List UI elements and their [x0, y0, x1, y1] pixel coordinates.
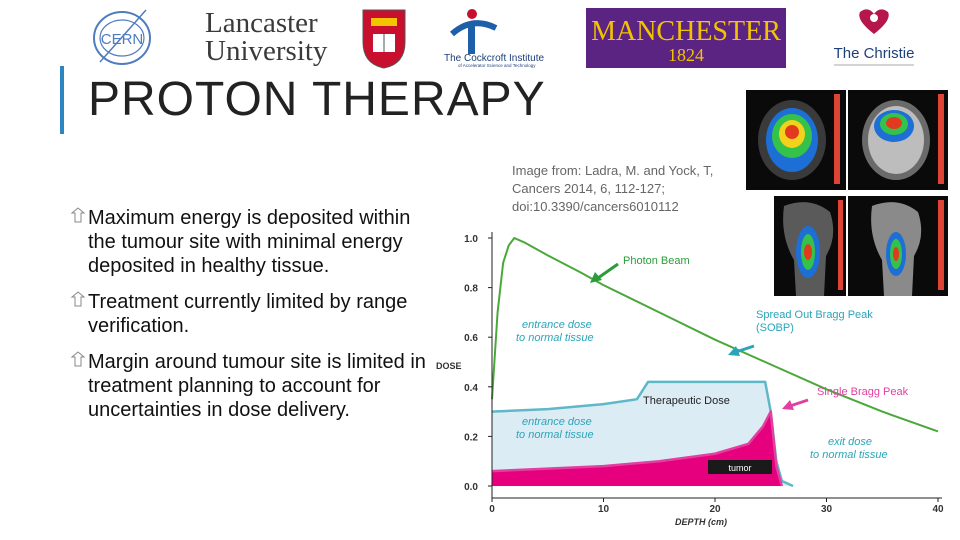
image-credit-caption: Image from: Ladra, M. and Yock, T, Cance…	[512, 163, 714, 214]
bullet-marker-icon	[70, 207, 86, 223]
manchester-logo: MANCHESTER 1824	[586, 8, 786, 68]
x-tick-label: 40	[932, 504, 944, 515]
sobp-label-line2: (SOBP)	[756, 322, 794, 334]
sagittal-scan-proton-image	[848, 196, 948, 296]
cern-logo-text: CERN	[101, 31, 144, 48]
y-tick-label: 0.6	[464, 333, 478, 344]
entrance-dose-upper-line2: to normal tissue	[516, 332, 594, 344]
sobp-arrow-icon	[728, 344, 755, 356]
lancaster-logo-line1: Lancaster	[205, 7, 318, 39]
christie-logo-text: The Christie	[834, 45, 915, 62]
cockcroft-institute-logo: The Cockcroft Institute of Accelerator S…	[444, 9, 544, 68]
bullet-item: Maximum energy is deposited within the t…	[70, 206, 434, 278]
sobp-label-line1: Spread Out Bragg Peak	[756, 309, 873, 321]
bullet-item: Margin around tumour site is limited in …	[70, 350, 434, 422]
x-tick-label: 20	[709, 504, 721, 515]
x-tick-label: 30	[821, 504, 833, 515]
bullet-item: Treatment currently limited by range ver…	[70, 290, 434, 338]
single-bragg-label: Single Bragg Peak	[817, 386, 909, 398]
x-tick-label: 0	[489, 504, 495, 515]
x-axis-title: DEPTH (cm)	[675, 517, 727, 527]
tumor-region	[708, 460, 772, 474]
cockcroft-logo-line2: of Accelerator Science and Technology	[458, 63, 536, 68]
photon-arrow-icon	[590, 262, 619, 283]
sobp-line	[491, 380, 794, 488]
y-tick-label: 1.0	[464, 234, 478, 245]
ct-scan-proton-image	[848, 90, 948, 190]
entrance-dose-lower-line2: to normal tissue	[516, 429, 594, 441]
bullet-text: Treatment currently limited by range ver…	[88, 291, 408, 337]
single-bragg-line	[491, 410, 784, 487]
cockcroft-dot-icon	[467, 9, 477, 19]
the-christie-logo: The Christie	[834, 9, 915, 66]
therapeutic-dose-label: Therapeutic Dose	[643, 395, 730, 407]
entrance-dose-upper-line1: entrance dose	[522, 319, 592, 331]
bullet-marker-icon	[70, 291, 86, 307]
lancaster-university-logo: Lancaster University	[205, 7, 406, 69]
photon-beam-label: Photon Beam	[623, 255, 690, 267]
manchester-logo-line1: MANCHESTER	[591, 16, 781, 47]
photon-beam-line	[491, 237, 939, 433]
ct-scan-photon-image	[746, 90, 846, 190]
y-tick-label: 0.2	[464, 432, 478, 443]
slide-title: PROTON THERAPY	[88, 73, 546, 126]
y-tick-label: 0.0	[464, 482, 478, 493]
exit-dose-line1: exit dose	[828, 436, 872, 448]
lancaster-crest-icon	[362, 9, 406, 69]
depth-dose-chart: 0.0 0.2 0.4 0.6 0.8 1.0 0 10 20 30 40 tumor DOSE D…	[436, 232, 944, 527]
bullet-list: Maximum energy is deposited within the t…	[70, 206, 434, 434]
bullet-marker-icon	[70, 351, 86, 367]
entrance-dose-lower-line1: entrance dose	[522, 416, 592, 428]
exit-dose-line2: to normal tissue	[810, 449, 888, 461]
lancaster-logo-line2: University	[205, 35, 328, 67]
sagittal-scan-photon-image	[774, 196, 846, 296]
tumor-label: tumor	[728, 463, 751, 473]
bragg-arrow-icon	[782, 398, 809, 410]
bullet-text: Margin around tumour site is limited in …	[88, 351, 426, 421]
manchester-logo-line2: 1824	[668, 45, 704, 65]
cern-logo: CERN	[93, 9, 151, 65]
y-tick-label: 0.4	[464, 383, 478, 394]
title-accent-bar	[60, 66, 64, 134]
cockcroft-logo-line1: The Cockcroft Institute	[444, 53, 544, 64]
y-axis-title: DOSE	[436, 361, 462, 371]
x-tick-label: 10	[598, 504, 610, 515]
y-tick-label: 0.8	[464, 284, 478, 295]
bullet-text: Maximum energy is deposited within the t…	[88, 207, 411, 277]
